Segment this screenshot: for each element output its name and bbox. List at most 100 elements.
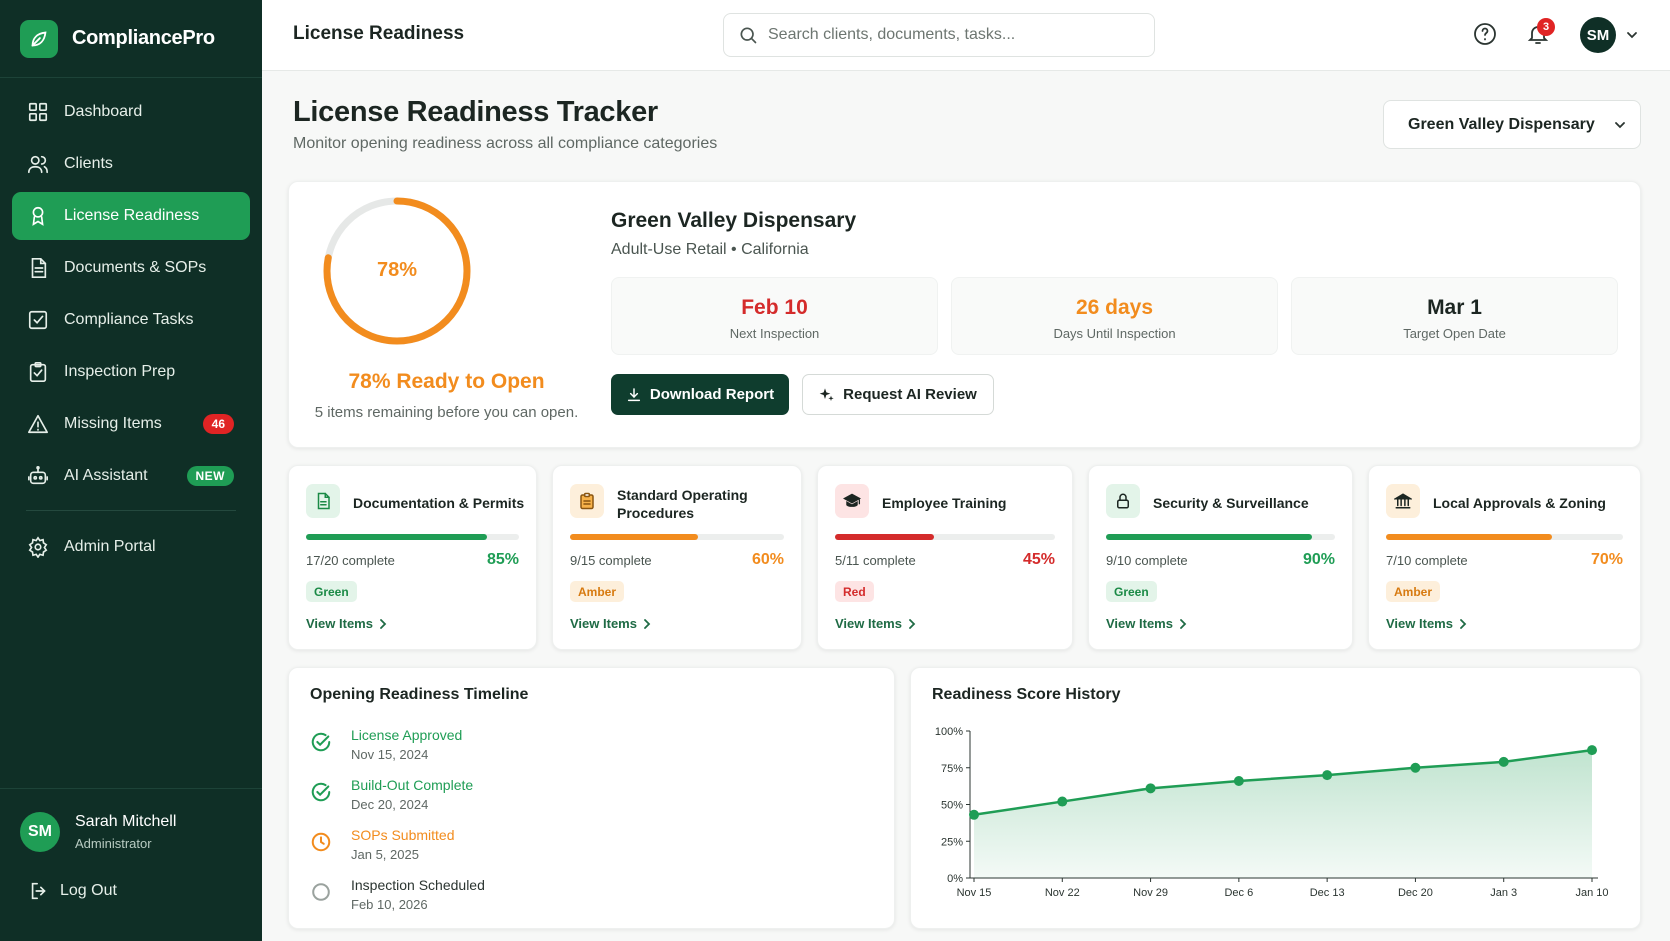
view-items-link[interactable]: View Items [1386, 616, 1467, 631]
series-area [974, 750, 1592, 878]
progress-bar [570, 534, 784, 540]
user-profile: SM Sarah Mitchell Administrator Log Out [0, 788, 262, 941]
category-title: Standard Operating Procedures [617, 487, 748, 521]
timeline-item: Build-Out Complete Dec 20, 2024 [310, 777, 710, 821]
sidebar-item-documents[interactable]: Documents & SOPs [12, 244, 250, 292]
view-items-label: View Items [1386, 616, 1453, 631]
sidebar-item-inspection-prep[interactable]: Inspection Prep [12, 348, 250, 396]
stat-label: Next Inspection [729, 326, 820, 341]
sidebar-item-missing-items[interactable]: Missing Items 46 [12, 400, 250, 448]
category-count: 9/10 complete [1106, 553, 1188, 568]
category-count: 5/11 complete [835, 553, 916, 568]
stat-next-inspection: Feb 10 Next Inspection [611, 277, 938, 355]
timeline-date: Feb 10, 2026 [351, 897, 428, 912]
stat-value: 26 days [1075, 296, 1154, 319]
sidebar: CompliancePro Dashboard Clients License … [0, 0, 262, 941]
lock-icon [1106, 484, 1140, 518]
sidebar-item-label: Missing Items [64, 415, 162, 432]
sidebar-item-label: License Readiness [64, 207, 200, 224]
category-card-local-approvals: Local Approvals & Zoning 7/10 complete 7… [1368, 465, 1641, 650]
header-avatar[interactable]: SM [1580, 17, 1616, 53]
timeline-date: Nov 15, 2024 [351, 747, 429, 762]
category-title: Documentation & Permits [353, 495, 525, 511]
ready-to-open-title: 78% Ready to Open [348, 370, 545, 393]
status-badge: Amber [570, 581, 625, 602]
client-type: Adult-Use Retail • California [611, 241, 809, 258]
avatar[interactable]: SM [20, 812, 60, 852]
progress-bar [306, 534, 519, 540]
notification-count-badge: 3 [1537, 18, 1555, 36]
clipboard-icon [570, 484, 604, 518]
stat-value: Feb 10 [741, 296, 808, 319]
sidebar-item-label: Compliance Tasks [64, 311, 194, 328]
category-card-employee-training: Employee Training 5/11 complete 45% Red … [817, 465, 1073, 650]
user-name: Sarah Mitchell [75, 813, 177, 830]
category-count: 7/10 complete [1386, 553, 1468, 568]
status-badge: Amber [1386, 581, 1441, 602]
download-report-button[interactable]: Download Report [611, 374, 789, 415]
badge-icon [32, 206, 44, 226]
timeline-label: SOPs Submitted [351, 827, 455, 843]
leaf-logo-icon [20, 19, 58, 58]
user-role: Administrator [75, 836, 152, 851]
data-point [1498, 756, 1509, 767]
view-items-link[interactable]: View Items [1106, 616, 1187, 631]
sidebar-divider [26, 510, 236, 511]
chevron-right-icon [380, 618, 387, 629]
category-count: 17/20 complete [306, 553, 395, 568]
users-icon [28, 155, 48, 174]
gauge-percent: 78% [376, 259, 418, 281]
sidebar-item-clients[interactable]: Clients [12, 140, 250, 188]
x-tick-label: Nov 29 [1133, 887, 1168, 899]
bank-icon [1386, 484, 1420, 518]
document-icon [306, 484, 340, 518]
view-items-link[interactable]: View Items [835, 616, 916, 631]
category-title: Security & Surveillance [1153, 495, 1309, 511]
sidebar-item-dashboard[interactable]: Dashboard [12, 88, 250, 136]
category-percent: 90% [1302, 551, 1335, 568]
view-items-link[interactable]: View Items [306, 616, 387, 631]
sparkle-icon [819, 387, 834, 401]
download-report-label: Download Report [649, 386, 775, 403]
items-remaining-text: 5 items remaining before you can open. [314, 404, 579, 421]
robot-icon [28, 466, 48, 485]
logout-button[interactable]: Log Out [0, 852, 262, 902]
category-title: Local Approvals & Zoning [1433, 495, 1606, 511]
sidebar-item-ai-assistant[interactable]: AI Assistant NEW [12, 452, 250, 500]
help-icon[interactable] [1473, 22, 1497, 46]
timeline-title: Opening Readiness Timeline [310, 686, 529, 703]
category-percent: 45% [1022, 551, 1055, 568]
sidebar-item-admin-portal[interactable]: Admin Portal [12, 523, 250, 571]
y-tick-label: 100% [935, 726, 963, 738]
timeline-date: Jan 5, 2025 [351, 847, 419, 862]
clock-icon [311, 832, 331, 852]
brand[interactable]: CompliancePro [0, 0, 262, 78]
x-tick-label: Dec 6 [1224, 887, 1253, 899]
chart-title: Readiness Score History [932, 686, 1121, 703]
y-tick-label: 75% [941, 763, 963, 775]
category-title: Employee Training [882, 495, 1007, 511]
readiness-overview-card: 78% 78% Ready to Open 5 items remaining … [288, 181, 1641, 448]
view-items-label: View Items [306, 616, 373, 631]
top-header: License Readiness 3 SM [262, 0, 1670, 71]
sidebar-item-label: Clients [64, 155, 113, 172]
client-select-value: Green Valley Dispensary [1408, 115, 1595, 133]
view-items-link[interactable]: View Items [570, 616, 651, 631]
sidebar-item-license-readiness[interactable]: License Readiness [12, 192, 250, 240]
opening-readiness-timeline: Opening Readiness Timeline License Appro… [288, 667, 895, 929]
checkbox-icon [28, 310, 48, 330]
search-input[interactable] [768, 26, 1128, 44]
sidebar-item-compliance-tasks[interactable]: Compliance Tasks [12, 296, 250, 344]
timeline-item: Inspection Scheduled Feb 10, 2026 [310, 877, 710, 921]
brand-name: CompliancePro [72, 27, 215, 49]
data-point [1322, 770, 1333, 781]
search-bar[interactable] [723, 13, 1155, 57]
chevron-down-icon[interactable] [1626, 29, 1638, 41]
client-select[interactable]: Green Valley Dispensary [1383, 100, 1641, 149]
y-tick-label: 50% [941, 800, 963, 812]
graduation-cap-icon [835, 484, 869, 518]
check-circle-icon [311, 782, 331, 802]
category-percent: 60% [751, 551, 784, 568]
client-name: Green Valley Dispensary [611, 209, 857, 232]
request-ai-review-button[interactable]: Request AI Review [802, 374, 994, 415]
